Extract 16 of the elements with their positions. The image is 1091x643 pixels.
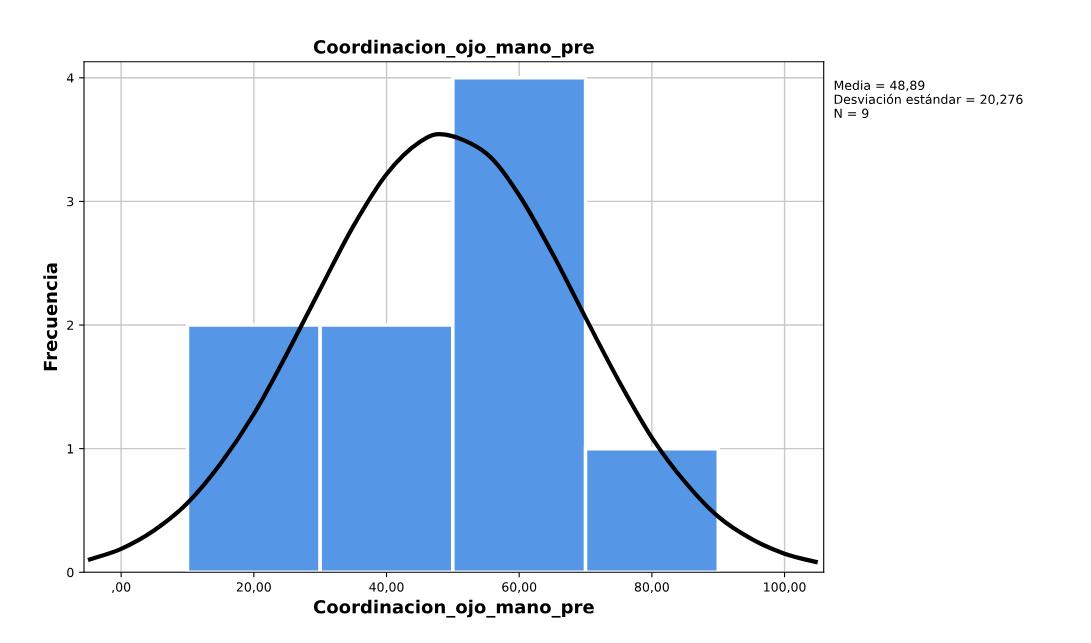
text: Media = 48,89 Desviación estándar = 20,276 N = 9 [834, 80, 1023, 119]
y-tick-label: 0 [67, 567, 74, 578]
x-tick-label: 20,00 [236, 582, 271, 593]
line-series [85, 132, 820, 565]
x-tick-label: 40,00 [369, 582, 404, 593]
x-tick-label: ,00 [112, 582, 131, 593]
y-tick-label: 1 [67, 444, 74, 454]
y-tick-label: 2 [67, 320, 74, 330]
x-tick-label: 100,00 [764, 582, 806, 593]
x-tick-label: 80,00 [634, 582, 669, 593]
y-tick-label: 3 [67, 196, 74, 207]
y-tick-label: 4 [66, 73, 74, 83]
y-axis-title: Frecuencia [43, 263, 58, 371]
x-axis-title: Coordinacion_ojo_mano_pre [313, 599, 594, 618]
x-tick-label: 60,00 [502, 582, 537, 593]
chart-title: Coordinacion_ojo_mano_pre [313, 39, 594, 58]
